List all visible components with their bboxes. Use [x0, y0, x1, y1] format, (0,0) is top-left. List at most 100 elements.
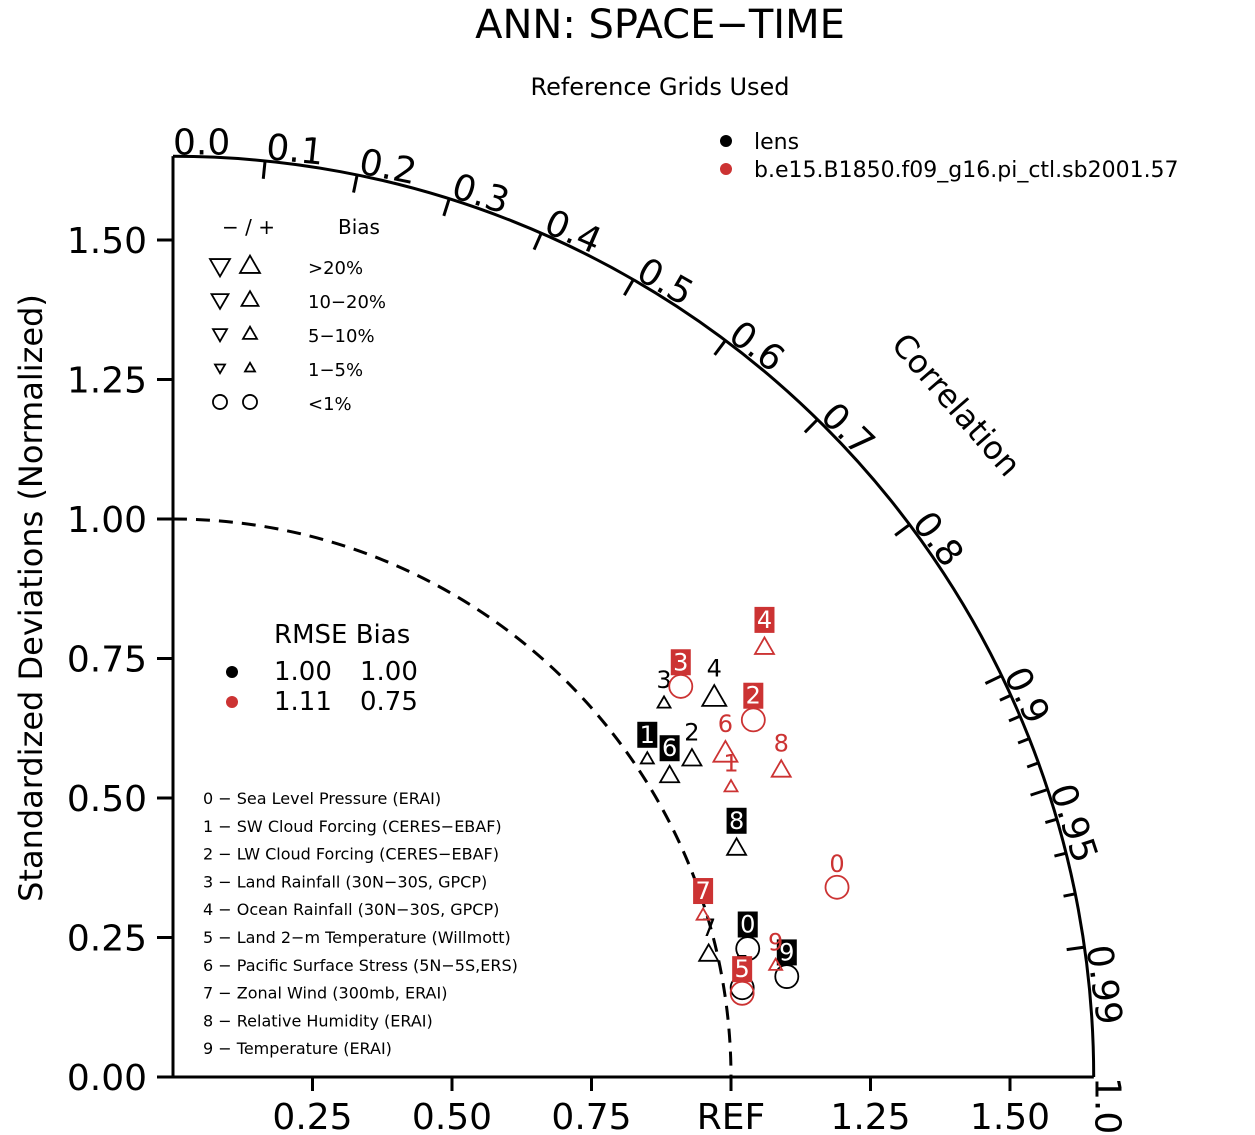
correlation-tick-label: 0.2 [356, 142, 420, 194]
y-tick-label: 0.75 [67, 640, 147, 681]
correlation-tick-label: 0.6 [721, 313, 791, 380]
correlation-tick-mark [713, 339, 727, 356]
data-point: 1 [637, 721, 658, 765]
point-label: 1 [723, 750, 738, 778]
data-point: 2 [680, 718, 703, 767]
point-label: 9 [768, 928, 783, 956]
bias-legend-row-label: 10−20% [308, 292, 386, 313]
x-tick-label: REF [697, 1097, 765, 1135]
y-tick-label: 1.25 [67, 361, 147, 402]
correlation-tick-label: 0.8 [904, 504, 971, 574]
case-legend: lens b.e15.B1850.f09_g16.pi_ctl.sb2001.57 [720, 130, 1179, 183]
point-label: 4 [707, 654, 722, 682]
variable-list-item: 2 − LW Cloud Forcing (CERES−EBAF) [203, 845, 499, 864]
data-point: 6 [658, 734, 681, 784]
rmse-value: 1.11 [274, 687, 332, 717]
correlation-minor-tick [1044, 817, 1058, 825]
correlation-tick-label: 0.4 [538, 202, 607, 262]
data-points: 01234567890123456789 [637, 606, 850, 1006]
rmse-value: 1.00 [274, 657, 332, 687]
point-label: 4 [757, 606, 772, 634]
data-point: 0 [824, 850, 850, 900]
point-label-box [776, 939, 797, 966]
data-point: 5 [729, 955, 755, 1006]
bias-positive-marker [700, 683, 728, 707]
point-label: 3 [673, 648, 688, 676]
correlation-tick-label: 0.3 [447, 166, 514, 222]
bias-legend-row-label: 5−10% [308, 326, 375, 347]
point-label-box [659, 735, 680, 762]
variable-list-item: 8 − Relative Humidity (ERAI) [203, 1011, 433, 1030]
x-tick-label: 0.50 [412, 1097, 492, 1135]
variable-list-item: 6 − Pacific Surface Stress (5N−5S,ERS) [203, 956, 518, 975]
point-label-box [637, 721, 658, 748]
point-label: 3 [656, 666, 671, 694]
data-point: 6 [711, 710, 739, 763]
rmse-bias-table: RMSE Bias 1.00 1.001.11 0.75 [226, 620, 418, 717]
point-label-box [737, 911, 758, 938]
bias-small-marker [824, 874, 850, 900]
correlation-tick-label: 0.99 [1078, 942, 1130, 1027]
point-label: 2 [684, 718, 699, 746]
y-tick-label: 1.00 [67, 500, 147, 541]
correlation-label: Correlation [884, 326, 1028, 484]
point-label-box [693, 878, 714, 905]
point-label-box [726, 807, 747, 834]
correlation-tick-label: 0.0 [173, 122, 230, 163]
bias-negative-marker [213, 363, 227, 375]
correlation-tick-mark [532, 232, 543, 251]
correlation-tick-label: 0.1 [264, 127, 325, 174]
bias-positive-marker [695, 906, 712, 921]
point-label: 6 [662, 734, 677, 762]
data-point: 4 [753, 606, 776, 655]
correlation-tick-label: 0.9 [995, 661, 1057, 730]
data-point: 9 [774, 938, 800, 989]
variable-list-item: 0 − Sea Level Pressure (ERAI) [203, 789, 441, 808]
point-label-box [743, 682, 764, 709]
bias-positive-marker [753, 635, 776, 655]
point-label: 7 [695, 877, 710, 905]
bias-positive-marker [711, 739, 739, 763]
correlation-tick-label: 0.5 [630, 250, 700, 314]
variable-list-item: 1 − SW Cloud Forcing (CERES−EBAF) [203, 817, 502, 836]
data-point: 1 [722, 750, 740, 793]
bias-positive-marker [725, 836, 748, 856]
bias-positive-marker [658, 764, 681, 784]
reference-arc [172, 517, 733, 1078]
correlation-minor-tick [1054, 851, 1067, 858]
bias-positive-marker [239, 289, 261, 307]
bias-negative-marker [209, 293, 231, 311]
correlation-tick-mark [352, 174, 359, 193]
case-legend-label: b.e15.B1850.f09_g16.pi_ctl.sb2001.57 [754, 158, 1179, 183]
x-tick-label: 1.50 [970, 1097, 1050, 1135]
y-tick-label: 1.50 [67, 221, 147, 262]
point-label: 2 [746, 682, 761, 710]
bias-legend-title: Bias [338, 215, 380, 239]
correlation-tick-mark [261, 160, 267, 179]
bias-positive-marker [770, 758, 793, 778]
variable-list-item: 4 − Ocean Rainfall (30N−30S, GPCP) [203, 900, 499, 919]
chart-title: ANN: SPACE−TIME [475, 2, 845, 48]
x-tick-label: 1.25 [830, 1097, 910, 1135]
chart-subtitle: Reference Grids Used [530, 73, 789, 101]
y-axis-label: Standardized Deviations (Normalized) [12, 294, 50, 902]
bias-positive-marker [655, 694, 673, 709]
bias-negative-marker [208, 258, 232, 279]
point-label-box [732, 956, 753, 983]
bias-positive-marker [767, 956, 784, 971]
data-point: 7 [697, 914, 720, 962]
correlation-tick-mark [1066, 945, 1085, 952]
bias-legend-row-label: >20% [308, 258, 363, 279]
correlation-minor-tick [1026, 761, 1039, 769]
point-label-box [754, 606, 775, 633]
correlation-tick-label: 0.7 [813, 395, 883, 464]
bias-positive-marker [241, 324, 259, 340]
bias-value: 0.75 [360, 687, 418, 717]
point-label: 0 [829, 850, 844, 878]
correlation-minor-tick [999, 693, 1012, 702]
bias-small-marker [740, 707, 766, 733]
point-label-box [670, 649, 691, 676]
axes: 0.000.250.500.751.001.251.500.25 0.50 0.75… [67, 154, 1096, 1135]
bias-small-marker [774, 964, 800, 989]
